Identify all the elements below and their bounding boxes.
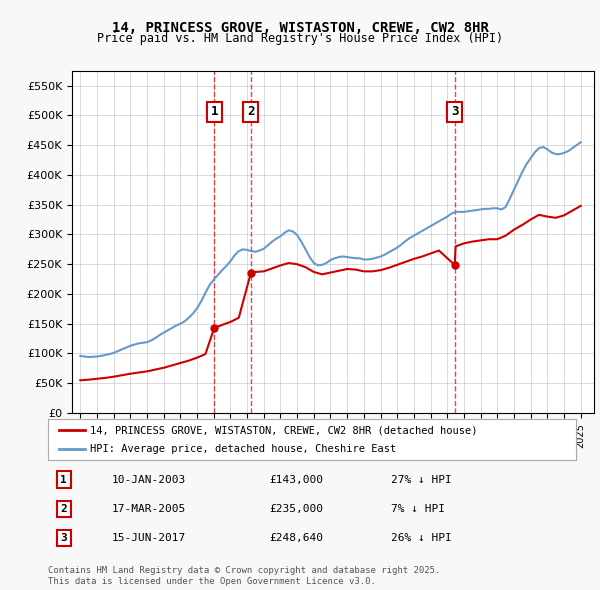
- Text: 10-JAN-2003: 10-JAN-2003: [112, 474, 185, 484]
- Text: 17-MAR-2005: 17-MAR-2005: [112, 504, 185, 514]
- Text: 7% ↓ HPI: 7% ↓ HPI: [391, 504, 445, 514]
- Text: 14, PRINCESS GROVE, WISTASTON, CREWE, CW2 8HR (detached house): 14, PRINCESS GROVE, WISTASTON, CREWE, CW…: [90, 425, 478, 435]
- Text: 14, PRINCESS GROVE, WISTASTON, CREWE, CW2 8HR: 14, PRINCESS GROVE, WISTASTON, CREWE, CW…: [112, 21, 488, 35]
- Text: £248,640: £248,640: [270, 533, 324, 543]
- Text: Price paid vs. HM Land Registry's House Price Index (HPI): Price paid vs. HM Land Registry's House …: [97, 32, 503, 45]
- Text: 2: 2: [247, 106, 254, 119]
- Text: 15-JUN-2017: 15-JUN-2017: [112, 533, 185, 543]
- Text: HPI: Average price, detached house, Cheshire East: HPI: Average price, detached house, Ches…: [90, 444, 397, 454]
- Text: 3: 3: [61, 533, 67, 543]
- Text: 3: 3: [451, 106, 458, 119]
- Text: Contains HM Land Registry data © Crown copyright and database right 2025.
This d: Contains HM Land Registry data © Crown c…: [48, 566, 440, 586]
- Text: 2: 2: [61, 504, 67, 514]
- Text: 1: 1: [211, 106, 218, 119]
- Text: £143,000: £143,000: [270, 474, 324, 484]
- Text: 27% ↓ HPI: 27% ↓ HPI: [391, 474, 452, 484]
- Text: 1: 1: [61, 474, 67, 484]
- Text: 26% ↓ HPI: 26% ↓ HPI: [391, 533, 452, 543]
- Text: £235,000: £235,000: [270, 504, 324, 514]
